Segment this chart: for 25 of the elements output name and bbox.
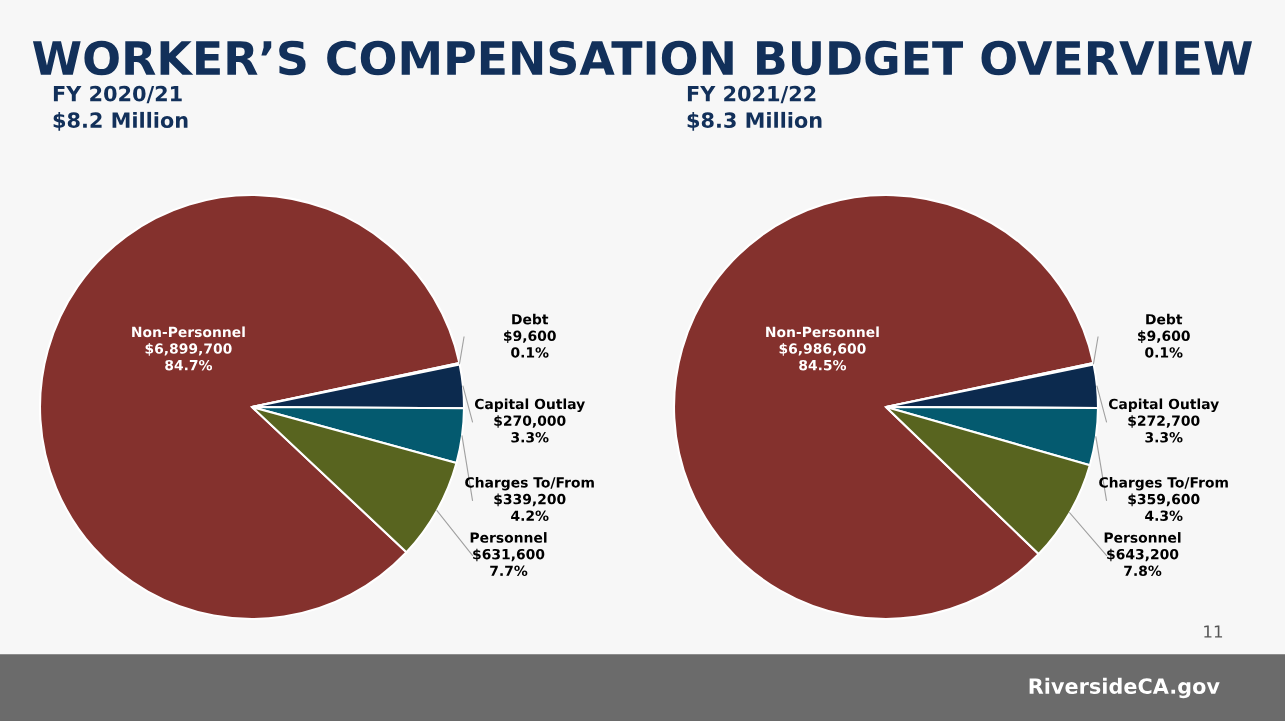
data-label: $270,000 3.3% bbox=[494, 415, 566, 443]
text: RiversideCA.gov bbox=[1029, 677, 1220, 699]
slice-label: Personnel bbox=[1104, 532, 1181, 543]
slice-label: Non-Personnel bbox=[766, 326, 879, 338]
slice-label: Charges To/From bbox=[465, 476, 594, 491]
slice-label: Debt bbox=[512, 313, 549, 325]
data-label: $631,600 7.7% bbox=[473, 548, 545, 577]
slice-label: Capital Outlay bbox=[1108, 398, 1219, 413]
slice-label: Personnel bbox=[470, 532, 547, 543]
data-label: $272,700 3.3% bbox=[1128, 415, 1200, 443]
data-label: $9,600 0.1% bbox=[504, 330, 556, 358]
data-label: $359,600 4.3% bbox=[1128, 493, 1200, 521]
chart-subtitle: FY 2021/22 $8.3 Million bbox=[687, 85, 822, 131]
text: 11 bbox=[1204, 625, 1223, 638]
data-label: $6,899,700 84.7% bbox=[145, 343, 232, 371]
data-label: $339,200 4.2% bbox=[494, 493, 566, 521]
slice-label: Capital Outlay bbox=[474, 398, 585, 413]
slice-label: Charges To/From bbox=[1099, 476, 1228, 491]
slice-label: Non-Personnel bbox=[132, 326, 245, 338]
data-label: $9,600 0.1% bbox=[1138, 330, 1190, 358]
chart-subtitle: FY 2020/21 $8.2 Million bbox=[53, 85, 188, 131]
chart-title: WORKER’S COMPENSATION BUDGET OVERVIEW bbox=[32, 40, 1252, 76]
data-label: $6,986,600 84.5% bbox=[779, 343, 866, 371]
data-label: $643,200 7.8% bbox=[1107, 548, 1179, 577]
slice-label: Debt bbox=[1146, 313, 1183, 325]
